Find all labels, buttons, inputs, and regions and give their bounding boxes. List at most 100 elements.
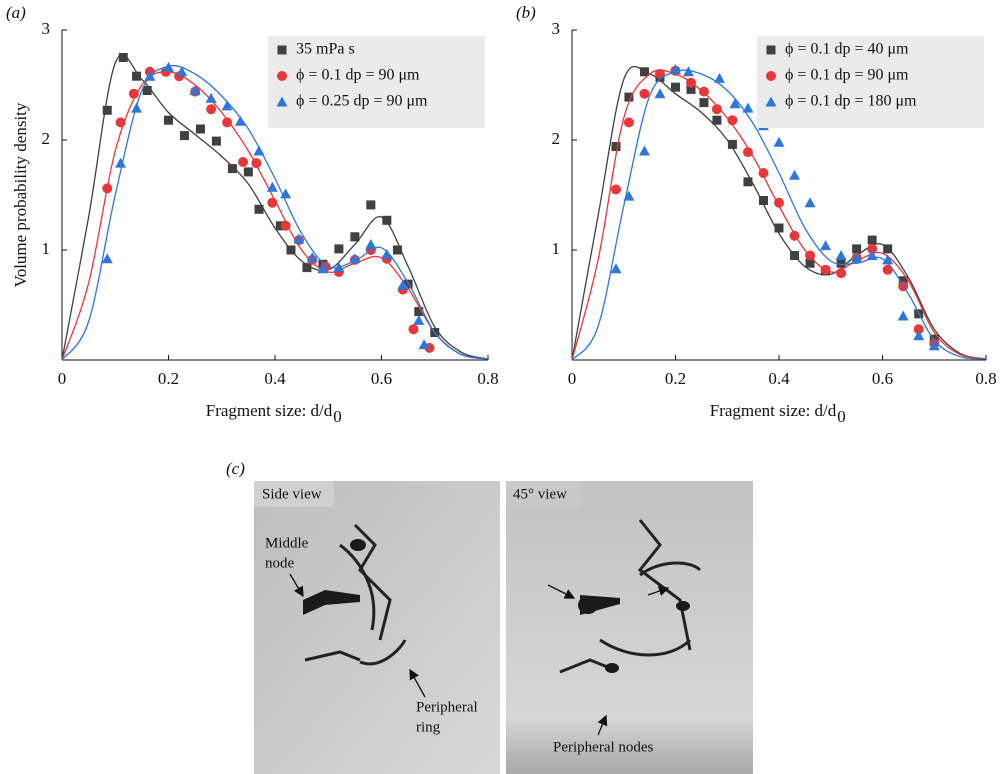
marker-triangle — [866, 250, 878, 260]
marker-square — [883, 244, 893, 254]
photo-annotation: Peripheral — [416, 699, 478, 715]
marker-triangle — [670, 64, 681, 75]
marker-circle — [820, 264, 831, 275]
marker-circle — [805, 250, 816, 261]
marker-triangle — [276, 96, 288, 107]
panel-label: (a) — [6, 3, 26, 22]
marker-circle — [267, 197, 278, 208]
marker-triangle — [234, 115, 246, 126]
marker-square — [382, 215, 392, 225]
marker-square — [164, 115, 173, 125]
x-tick-label: 0.8 — [975, 369, 996, 388]
marker-triangle — [638, 145, 650, 156]
marker-triangle — [682, 66, 694, 77]
photo — [506, 481, 753, 774]
marker-square — [805, 258, 815, 268]
marker-square — [758, 196, 768, 205]
marker-circle — [836, 268, 847, 279]
fit-curve — [571, 66, 987, 361]
photo-title-box — [254, 481, 334, 507]
marker-triangle — [293, 233, 305, 244]
marker-triangle — [654, 88, 666, 99]
marker-square — [743, 177, 753, 187]
marker-square — [624, 92, 634, 102]
marker-circle — [610, 184, 621, 195]
marker-circle — [686, 77, 697, 88]
marker-triangle — [266, 181, 278, 192]
marker-triangle — [205, 92, 217, 103]
photo-annotation: ring — [416, 719, 441, 735]
photo-annotation: Middle — [265, 535, 309, 551]
marker-circle — [711, 104, 722, 115]
marker-triangle — [623, 190, 635, 201]
y-tick-label: 3 — [42, 19, 51, 38]
marker-circle — [742, 147, 753, 158]
fit-curve — [61, 71, 489, 361]
arrows — [289, 573, 670, 736]
marker-square — [639, 67, 649, 77]
marker-square — [686, 84, 696, 94]
panel-label: (c) — [226, 459, 245, 478]
marker-triangle — [804, 197, 816, 208]
marker-circle — [206, 104, 217, 115]
droplet-nodes — [303, 539, 690, 673]
marker-triangle — [253, 145, 265, 156]
marker-square — [195, 124, 205, 134]
marker-square — [211, 136, 221, 146]
marker-circle — [766, 71, 776, 81]
x-tick-label: 0.2 — [665, 369, 686, 388]
marker-triangle — [280, 188, 292, 199]
y-axis-label: Volume probability density — [11, 102, 30, 287]
marker-triangle — [713, 72, 725, 83]
marker-square — [227, 164, 237, 174]
photo-panel: (c) Side view 45° view Middle node Perip… — [226, 459, 753, 774]
marker-triangle — [928, 340, 940, 351]
x-axis-label-subscript: 0 — [333, 407, 342, 426]
marker-triangle — [851, 252, 863, 263]
marker-square — [132, 71, 142, 81]
marker-circle — [867, 243, 878, 254]
marker-triangle — [729, 98, 741, 109]
x-tick-label: 0.8 — [477, 369, 498, 388]
marker-circle — [102, 183, 113, 194]
marker-triangle — [610, 263, 622, 274]
x-tick-label: 0 — [568, 369, 577, 388]
marker-circle — [251, 158, 262, 169]
y-tick-label: 2 — [42, 129, 51, 148]
marker-square — [774, 223, 784, 233]
marker-circle — [280, 220, 291, 231]
marker-circle — [789, 230, 800, 241]
marker-triangle — [189, 85, 201, 95]
marker-square — [867, 235, 877, 245]
marker-circle — [774, 197, 784, 208]
marker-circle — [623, 117, 634, 128]
marker-square — [790, 251, 800, 260]
marker-square — [727, 139, 737, 149]
fit-curve — [571, 69, 987, 361]
y-tick-label: 2 — [552, 129, 561, 148]
legend-box — [268, 36, 485, 128]
legend-label: ϕ = 0.1 dp = 90 μm — [785, 67, 909, 84]
marker-triangle — [317, 263, 329, 274]
photo-title: 45° view — [513, 486, 567, 502]
legend-label: ϕ = 0.1 dp = 40 μm — [785, 41, 909, 58]
marker-triangle — [365, 239, 377, 249]
marker-triangle — [835, 250, 847, 260]
x-tick-label: 0.6 — [872, 369, 893, 388]
marker-square — [699, 98, 709, 108]
y-tick-label: 1 — [552, 239, 561, 258]
x-axis-label: Fragment size: d/d — [710, 401, 837, 420]
legend-box — [757, 36, 984, 128]
marker-square — [712, 115, 722, 125]
marker-square — [275, 221, 285, 231]
photo-annotation: node — [265, 555, 295, 571]
marker-square — [852, 244, 862, 254]
marker-circle — [639, 88, 650, 99]
marker-triangle — [913, 330, 925, 341]
marker-triangle — [765, 96, 777, 107]
marker-square — [414, 307, 424, 317]
marker-triangle — [413, 314, 425, 325]
marker-triangle — [349, 253, 361, 264]
marker-square — [302, 263, 312, 273]
